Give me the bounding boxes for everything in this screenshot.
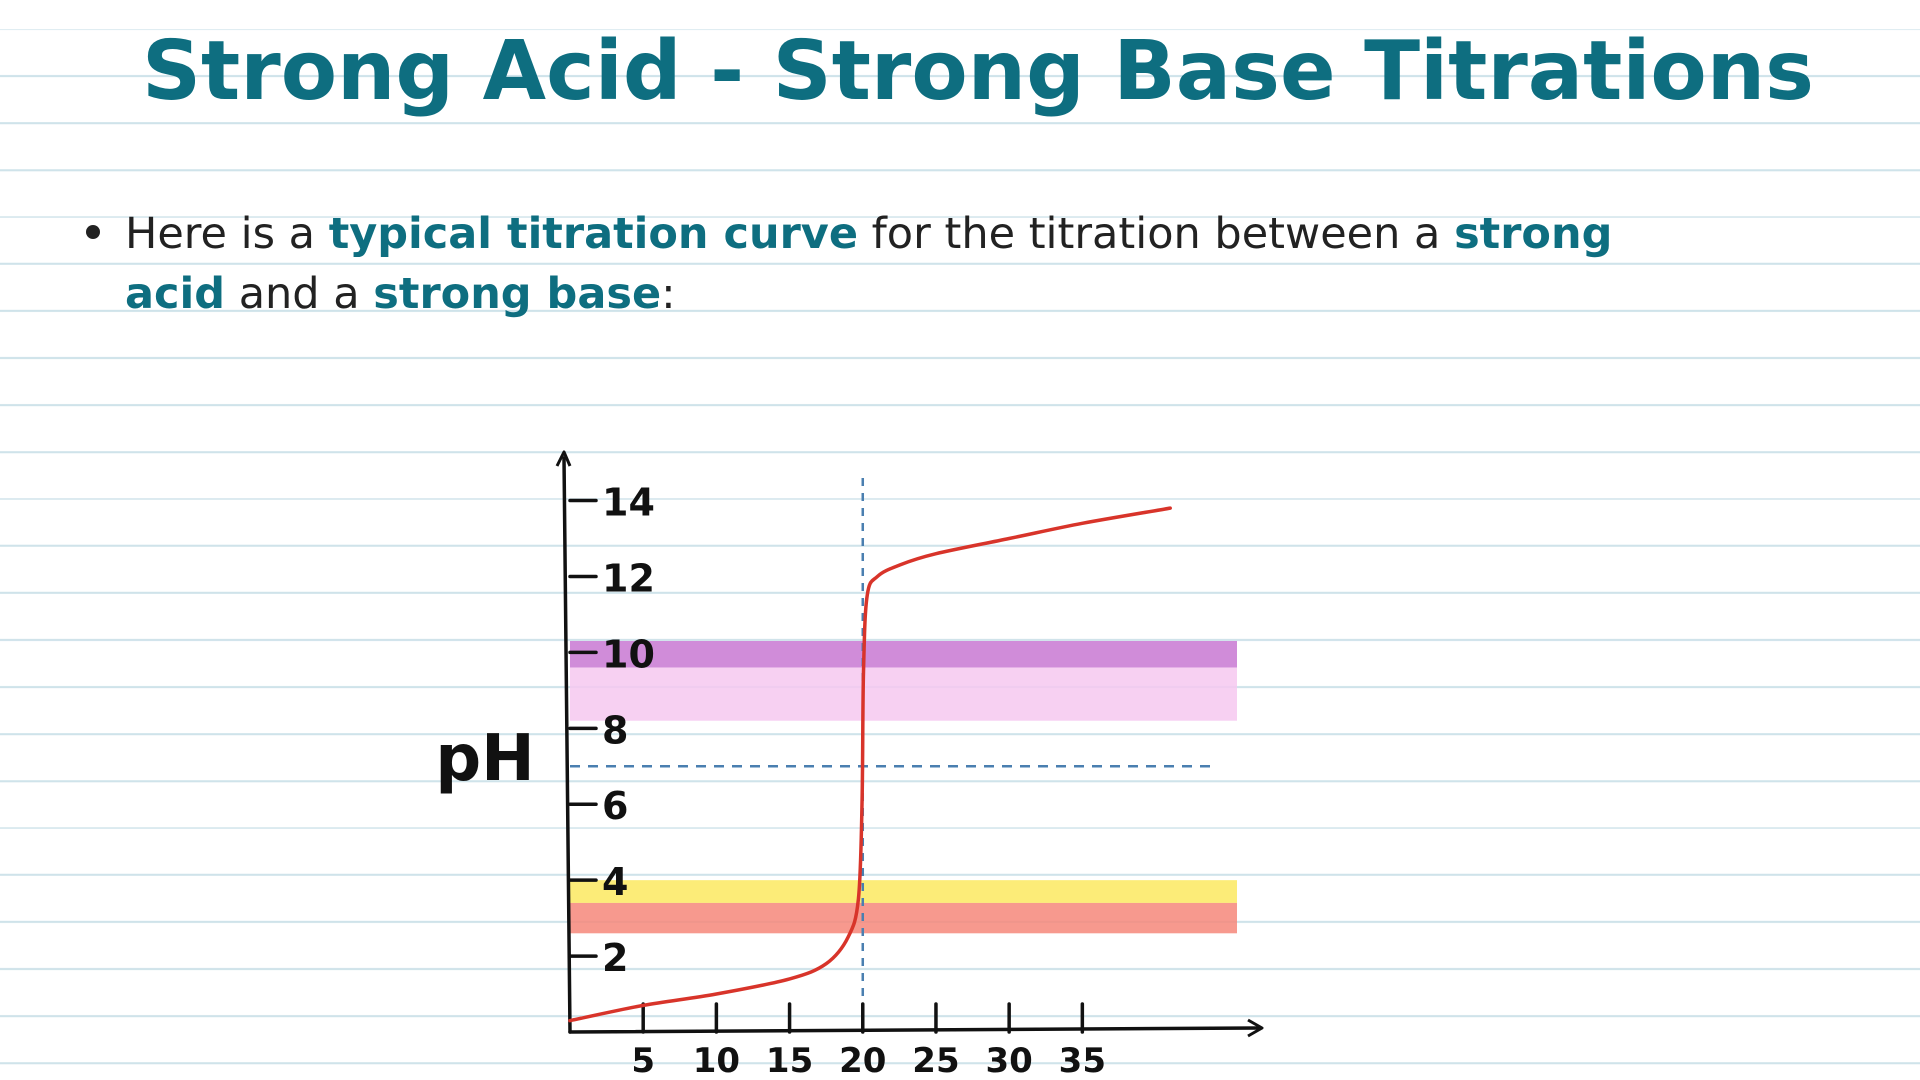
indicator-band-1: [570, 641, 1237, 668]
x-tick-label-20: 20: [839, 1041, 886, 1080]
x-tick-label-15: 15: [766, 1041, 813, 1080]
x-tick-label-25: 25: [912, 1041, 959, 1080]
y-tick-label-6: 6: [602, 784, 628, 828]
x-tick-label-35: 35: [1059, 1041, 1106, 1080]
y-axis-line: [562, 456, 572, 1034]
titration-curve-1: [568, 506, 1172, 1023]
curve-layer: [568, 506, 1172, 1023]
y-axis-label: pH: [435, 722, 534, 796]
bullet-dot: [86, 225, 100, 239]
y-tick-label-10: 10: [602, 632, 655, 676]
highlight-strong-base: strong base: [373, 269, 662, 319]
highlight-strong-acid: strong acid: [125, 209, 1613, 319]
guide-lines: [570, 478, 1218, 1032]
x-tick-label-5: 5: [631, 1041, 655, 1080]
y-tick-label-4: 4: [602, 860, 628, 904]
y-tick-label-12: 12: [602, 556, 655, 600]
x-tick-label-30: 30: [985, 1041, 1032, 1080]
highlight-titration-curve: typical titration curve: [328, 209, 858, 259]
x-tick-label-10: 10: [693, 1041, 740, 1080]
bullet-text-part: Here is a: [125, 209, 329, 259]
x-axis-line: [568, 1026, 1260, 1034]
y-tick-label-2: 2: [602, 936, 628, 980]
indicator-band-2: [570, 667, 1237, 721]
indicator-band-4: [570, 902, 1237, 934]
y-tick-label-8: 8: [602, 708, 628, 752]
bullet-text-part: :: [661, 269, 676, 319]
indicator-band-3: [570, 880, 1237, 903]
bullet-text: Here is a typical titration curve for th…: [125, 204, 1725, 324]
indicator-bands: [570, 641, 1237, 934]
bullet-text-part: for the titration between a: [858, 209, 1455, 259]
bullet-text-part: and a: [225, 269, 374, 319]
ticks: 2 4 6 8 10 12 14 5 10 15 20 25 30 35: [568, 481, 1106, 1080]
axes: [555, 450, 1264, 1038]
x-axis-arrow: [1247, 1018, 1264, 1038]
y-axis-arrow: [555, 450, 572, 467]
page-title: Strong Acid - Strong Base Titrations: [142, 24, 1814, 119]
y-tick-label-14: 14: [602, 481, 655, 525]
